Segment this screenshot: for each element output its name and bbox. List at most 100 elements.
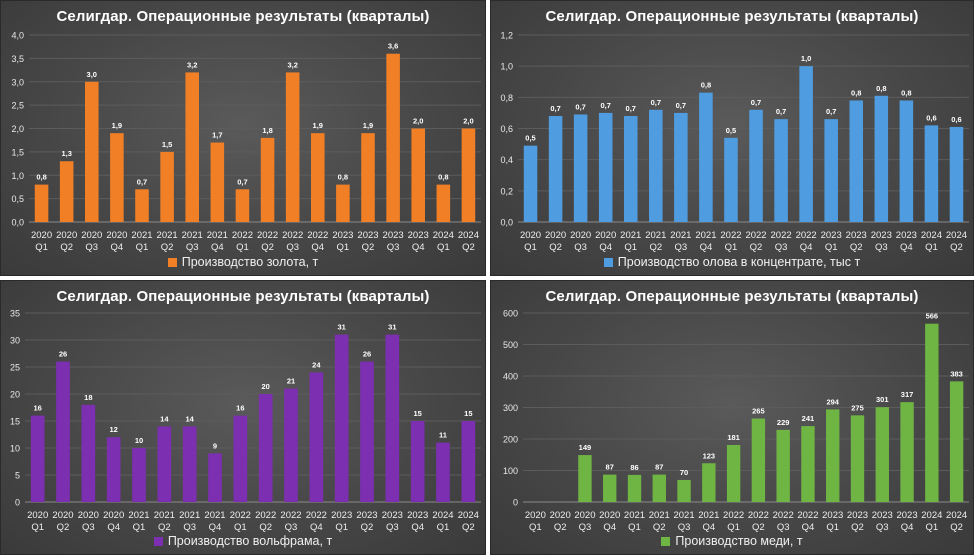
data-label: 10 bbox=[135, 436, 143, 445]
x-tick-quarter: Q1 bbox=[335, 522, 348, 533]
x-tick-quarter: Q4 bbox=[702, 522, 715, 533]
x-tick-year: 2020 bbox=[106, 230, 127, 241]
x-tick-year: 2021 bbox=[179, 510, 200, 521]
x-tick-quarter: Q2 bbox=[950, 242, 963, 253]
x-tick-year: 2020 bbox=[103, 510, 124, 521]
x-tick-quarter: Q2 bbox=[653, 522, 666, 533]
bar bbox=[360, 361, 374, 502]
data-label: 149 bbox=[579, 443, 592, 452]
y-tick-label: 3,0 bbox=[11, 77, 24, 87]
x-tick-year: 2023 bbox=[332, 230, 353, 241]
chart-title: Селигдар. Операционные результаты (кварт… bbox=[56, 8, 430, 25]
x-tick-quarter: Q3 bbox=[286, 242, 299, 253]
x-tick-quarter: Q2 bbox=[462, 242, 475, 253]
x-tick-year: 2023 bbox=[821, 230, 842, 241]
x-tick-quarter: Q1 bbox=[529, 522, 542, 533]
x-tick-quarter: Q4 bbox=[111, 242, 124, 253]
x-tick-year: 2021 bbox=[154, 510, 175, 521]
x-tick-quarter: Q3 bbox=[386, 522, 399, 533]
x-tick-year: 2022 bbox=[796, 230, 817, 241]
bar bbox=[309, 372, 324, 502]
x-tick-year: 2023 bbox=[846, 230, 867, 241]
data-label: 0,8 bbox=[701, 81, 711, 90]
data-label: 0,5 bbox=[525, 134, 535, 143]
x-tick-quarter: Q2 bbox=[462, 522, 475, 533]
y-tick-label: 15 bbox=[10, 417, 20, 427]
bar bbox=[336, 184, 350, 222]
bar bbox=[334, 334, 349, 502]
bar bbox=[824, 119, 838, 222]
data-label: 0,7 bbox=[600, 101, 610, 110]
x-tick-year: 2020 bbox=[78, 510, 99, 521]
x-tick-quarter: Q1 bbox=[826, 522, 839, 533]
bar bbox=[210, 142, 225, 222]
bar bbox=[385, 334, 400, 502]
x-tick-quarter: Q4 bbox=[107, 522, 120, 533]
copper-chart-panel: Селигдар. Операционные результаты (кварт… bbox=[490, 280, 974, 555]
chart-legend: Производство золота, т bbox=[1, 255, 485, 269]
y-tick-label: 30 bbox=[10, 336, 20, 346]
x-tick-year: 2023 bbox=[407, 510, 428, 521]
tin-chart-panel: Селигдар. Операционные результаты (кварт… bbox=[490, 0, 974, 276]
x-tick-year: 2020 bbox=[81, 230, 102, 241]
data-label: 1,3 bbox=[61, 149, 71, 158]
x-tick-year: 2020 bbox=[56, 230, 77, 241]
x-tick-quarter: Q2 bbox=[750, 242, 763, 253]
chart-legend: Производство меди, т bbox=[491, 534, 973, 548]
y-tick-label: 0,0 bbox=[500, 218, 513, 228]
y-tick-label: 5 bbox=[15, 471, 20, 481]
x-tick-year: 2024 bbox=[458, 510, 479, 521]
x-tick-quarter: Q4 bbox=[901, 522, 914, 533]
x-tick-quarter: Q3 bbox=[678, 522, 691, 533]
x-tick-year: 2021 bbox=[620, 230, 641, 241]
bar bbox=[652, 474, 666, 502]
data-label: 3,6 bbox=[388, 42, 398, 51]
x-tick-year: 2024 bbox=[433, 230, 454, 241]
x-tick-quarter: Q3 bbox=[875, 242, 888, 253]
chart-title: Селигдар. Операционные результаты (кварт… bbox=[545, 8, 919, 25]
data-label: 0,7 bbox=[237, 177, 247, 186]
bar bbox=[726, 444, 741, 502]
data-label: 0,8 bbox=[36, 173, 46, 182]
data-label: 14 bbox=[160, 414, 169, 423]
y-tick-label: 1,0 bbox=[500, 62, 513, 72]
x-tick-year: 2024 bbox=[946, 230, 967, 241]
x-tick-year: 2021 bbox=[131, 230, 152, 241]
bar bbox=[776, 429, 790, 502]
data-label: 1,9 bbox=[112, 121, 122, 130]
x-tick-quarter: Q1 bbox=[136, 242, 149, 253]
x-tick-year: 2022 bbox=[771, 230, 792, 241]
data-label: 301 bbox=[876, 395, 889, 404]
y-tick-label: 100 bbox=[503, 466, 518, 476]
y-tick-label: 500 bbox=[503, 340, 518, 350]
x-tick-quarter: Q4 bbox=[800, 242, 813, 253]
legend-label: Производство меди, т bbox=[675, 534, 803, 548]
legend-swatch bbox=[603, 257, 613, 267]
x-tick-quarter: Q1 bbox=[437, 522, 450, 533]
legend-label: Производство олова в концентрате, тыс т bbox=[617, 255, 861, 269]
data-label: 0,8 bbox=[901, 88, 911, 97]
x-tick-quarter: Q3 bbox=[183, 522, 196, 533]
data-label: 0,7 bbox=[550, 104, 560, 113]
bar bbox=[233, 415, 248, 502]
data-label: 3,0 bbox=[87, 70, 97, 79]
x-tick-year: 2023 bbox=[872, 510, 893, 521]
data-label: 0,8 bbox=[851, 88, 861, 97]
bar bbox=[801, 426, 815, 502]
bar bbox=[310, 133, 325, 222]
x-tick-year: 2021 bbox=[698, 510, 719, 521]
y-tick-label: 2,0 bbox=[11, 124, 24, 134]
data-label: 275 bbox=[851, 403, 864, 412]
bar bbox=[875, 407, 889, 502]
data-label: 18 bbox=[84, 393, 92, 402]
x-tick-quarter: Q4 bbox=[603, 522, 616, 533]
x-tick-quarter: Q4 bbox=[311, 242, 324, 253]
data-label: 26 bbox=[59, 350, 67, 359]
bar bbox=[182, 426, 197, 502]
x-tick-year: 2022 bbox=[257, 230, 278, 241]
x-tick-quarter: Q3 bbox=[285, 522, 298, 533]
x-tick-quarter: Q1 bbox=[727, 522, 740, 533]
x-tick-year: 2023 bbox=[822, 510, 843, 521]
data-label: 383 bbox=[950, 369, 963, 378]
data-label: 1,7 bbox=[212, 131, 222, 140]
